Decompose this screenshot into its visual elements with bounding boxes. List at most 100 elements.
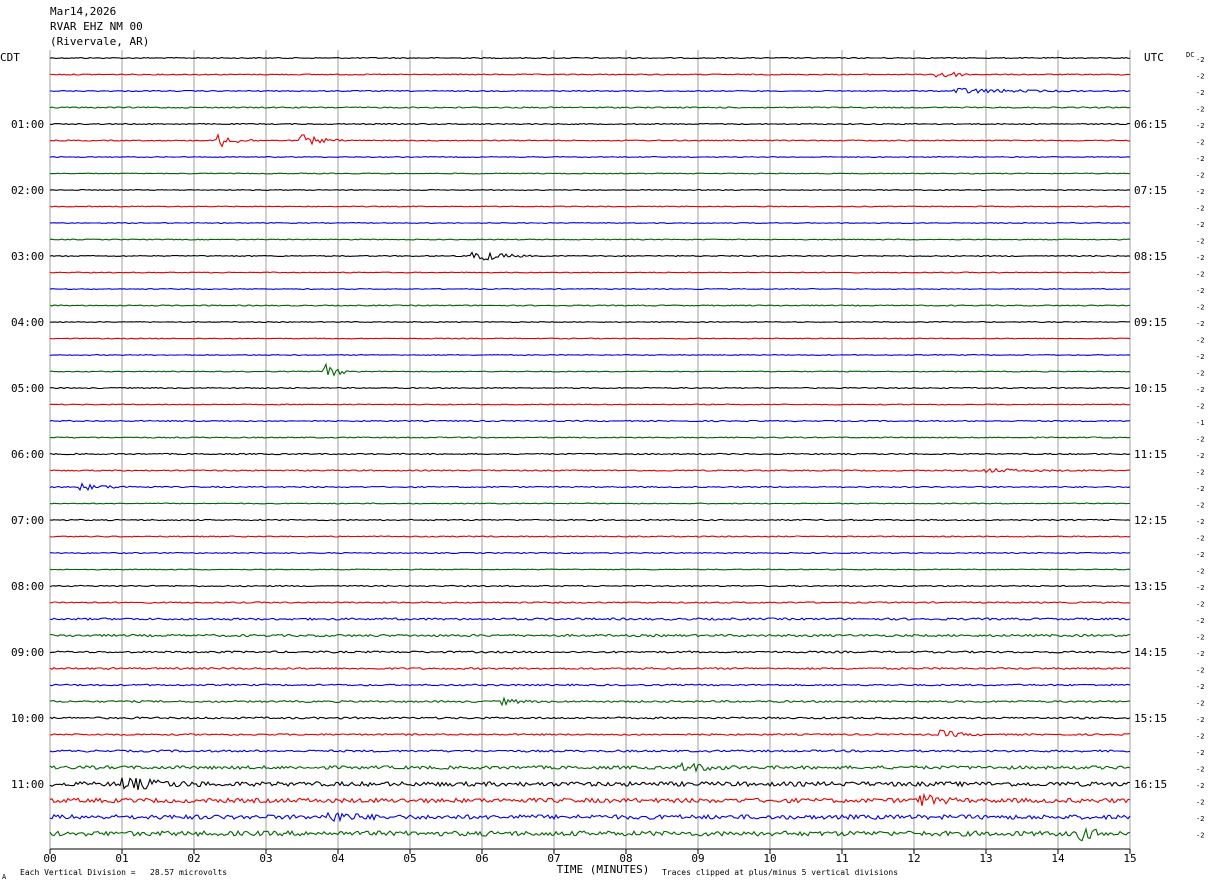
seismic-traces [49, 56, 1131, 842]
trace-row [49, 482, 1131, 492]
dc-offset-value: -2 [1196, 106, 1204, 114]
right-hour-label: 13:15 [1134, 580, 1167, 593]
left-timezone-label: CDT [0, 51, 20, 64]
trace-row [49, 777, 1131, 790]
dc-offset-value: -2 [1196, 733, 1204, 741]
minute-gridlines: 00 01 02 03 04 05 06 07 08 09 10 11 12 13 14 15 [43, 50, 1137, 865]
dc-offset-value: -2 [1196, 766, 1204, 774]
left-hour-label: 09:00 [11, 646, 44, 659]
right-hour-label: 09:15 [1134, 316, 1167, 329]
dc-offset-value: -2 [1196, 89, 1204, 97]
trace-row [49, 238, 1131, 241]
right-hour-label: 07:15 [1134, 184, 1167, 197]
trace-row [49, 71, 1131, 78]
right-hour-label: 16:15 [1134, 778, 1167, 791]
dc-offset-value: -2 [1196, 749, 1204, 757]
trace-row [49, 633, 1131, 638]
clip-note: Traces clipped at plus/minus 5 vertical … [662, 868, 898, 877]
left-hour-label: 08:00 [11, 580, 44, 593]
x-tick-label: 05 [403, 852, 416, 865]
dc-offset-value: -2 [1196, 601, 1204, 609]
dc-offset-value: -2 [1196, 832, 1204, 840]
dc-offset-value: -2 [1196, 485, 1204, 493]
row-labels: 01:00 02:00 03:00 04:00 05:00 06:00 07:00 08:00… [11, 56, 1204, 840]
trace-row [49, 568, 1131, 571]
trace-row [49, 696, 1131, 707]
trace-row [49, 386, 1131, 390]
header-location: (Rivervale, AR) [50, 35, 149, 48]
left-hour-label: 10:00 [11, 712, 44, 725]
x-axis-title: TIME (MINUTES) [557, 863, 650, 876]
dc-offset-value: -2 [1196, 782, 1204, 790]
trace-row [49, 304, 1131, 307]
right-hour-label: 12:15 [1134, 514, 1167, 527]
x-tick-label: 03 [259, 852, 272, 865]
x-tick-label: 04 [331, 852, 345, 865]
dc-offset-value: -2 [1196, 271, 1204, 279]
x-tick-label: 02 [187, 852, 200, 865]
x-tick-label: 01 [115, 852, 128, 865]
dc-offset-value: -2 [1196, 287, 1204, 295]
dc-label: DC [1186, 51, 1194, 59]
trace-row [49, 133, 1130, 148]
dc-offset-value: -2 [1196, 452, 1204, 460]
left-hour-label: 04:00 [11, 316, 44, 329]
dc-offset-value: -2 [1196, 502, 1204, 510]
trace-row [49, 419, 1131, 423]
trace-row [49, 666, 1131, 671]
right-timezone-label: UTC [1144, 51, 1164, 64]
dc-offset-value: -2 [1196, 320, 1204, 328]
dc-offset-value: -2 [1196, 122, 1204, 130]
dc-offset-value: -2 [1196, 337, 1204, 345]
x-tick-label: 15 [1123, 852, 1136, 865]
trace-row [49, 749, 1131, 753]
x-tick-label: 06 [475, 852, 488, 865]
trace-row [49, 251, 1131, 261]
right-hour-label: 15:15 [1134, 712, 1167, 725]
dc-offset-value: -2 [1196, 469, 1204, 477]
right-hour-label: 11:15 [1134, 448, 1167, 461]
dc-offset-value: -2 [1196, 667, 1204, 675]
dc-offset-value: -2 [1196, 683, 1204, 691]
x-tick-label: 11 [835, 852, 848, 865]
dc-offset-value: -2 [1196, 716, 1204, 724]
trace-row [49, 87, 1131, 94]
dc-offset-value: -2 [1196, 221, 1204, 229]
trace-row [49, 811, 1131, 823]
trace-row [49, 617, 1131, 621]
dc-offset-value: -2 [1196, 155, 1204, 163]
dc-offset-value: -2 [1196, 238, 1204, 246]
left-hour-label: 03:00 [11, 250, 44, 263]
left-hour-label: 01:00 [11, 118, 44, 131]
dc-offset-value: -2 [1196, 205, 1204, 213]
dc-offset-value: -2 [1196, 304, 1204, 312]
dc-offset-value: -1 [1196, 419, 1204, 427]
dc-offset-value: -2 [1196, 799, 1204, 807]
dc-offset-value: -2 [1196, 436, 1204, 444]
x-tick-label: 09 [691, 852, 704, 865]
trace-row [49, 56, 1131, 60]
left-hour-label: 11:00 [11, 778, 44, 791]
dc-offset-value: -2 [1196, 386, 1204, 394]
dc-offset-value: -2 [1196, 634, 1204, 642]
dc-offset-value: -2 [1196, 139, 1204, 147]
trace-row [49, 271, 1131, 274]
trace-row [49, 601, 1131, 604]
dc-offset-value: -2 [1196, 535, 1204, 543]
dc-offset-value: -2 [1196, 815, 1204, 823]
trace-row [49, 122, 1131, 126]
trace-row [49, 172, 1131, 175]
x-tick-label: 10 [763, 852, 776, 865]
trace-row [49, 321, 1131, 323]
trace-row [49, 467, 1131, 474]
right-hour-label: 08:15 [1134, 250, 1167, 263]
trace-row [49, 826, 1131, 842]
trace-row [49, 354, 1131, 356]
trace-row [49, 288, 1130, 290]
x-tick-label: 13 [979, 852, 992, 865]
scale-note: Each Vertical Division = 28.57 microvolt… [20, 868, 227, 877]
trace-row [49, 518, 1131, 522]
dc-offset-value: -2 [1196, 617, 1204, 625]
trace-row [49, 535, 1131, 538]
